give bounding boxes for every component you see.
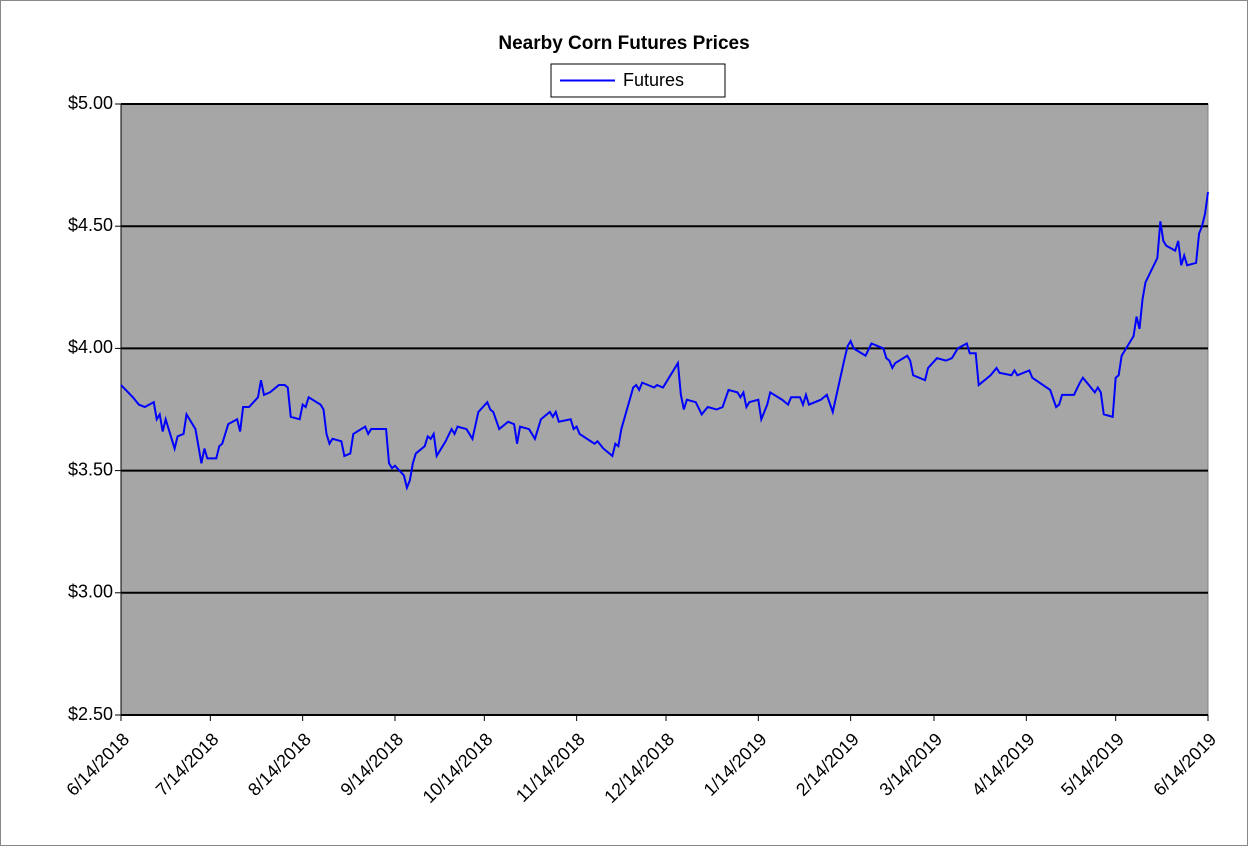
- line-series: [120, 191, 1209, 491]
- y-tick-label: $4.00: [68, 337, 113, 357]
- y-tick-label: $5.00: [68, 93, 113, 113]
- legend-label: Futures: [623, 70, 684, 90]
- y-tick-label: $3.50: [68, 459, 113, 479]
- chart-title: Nearby Corn Futures Prices: [498, 33, 749, 54]
- y-tick-label: $2.50: [68, 704, 113, 724]
- y-tick-label: $4.50: [68, 215, 113, 235]
- y-tick-label: $3.00: [68, 582, 113, 602]
- plot-area: [120, 103, 1209, 716]
